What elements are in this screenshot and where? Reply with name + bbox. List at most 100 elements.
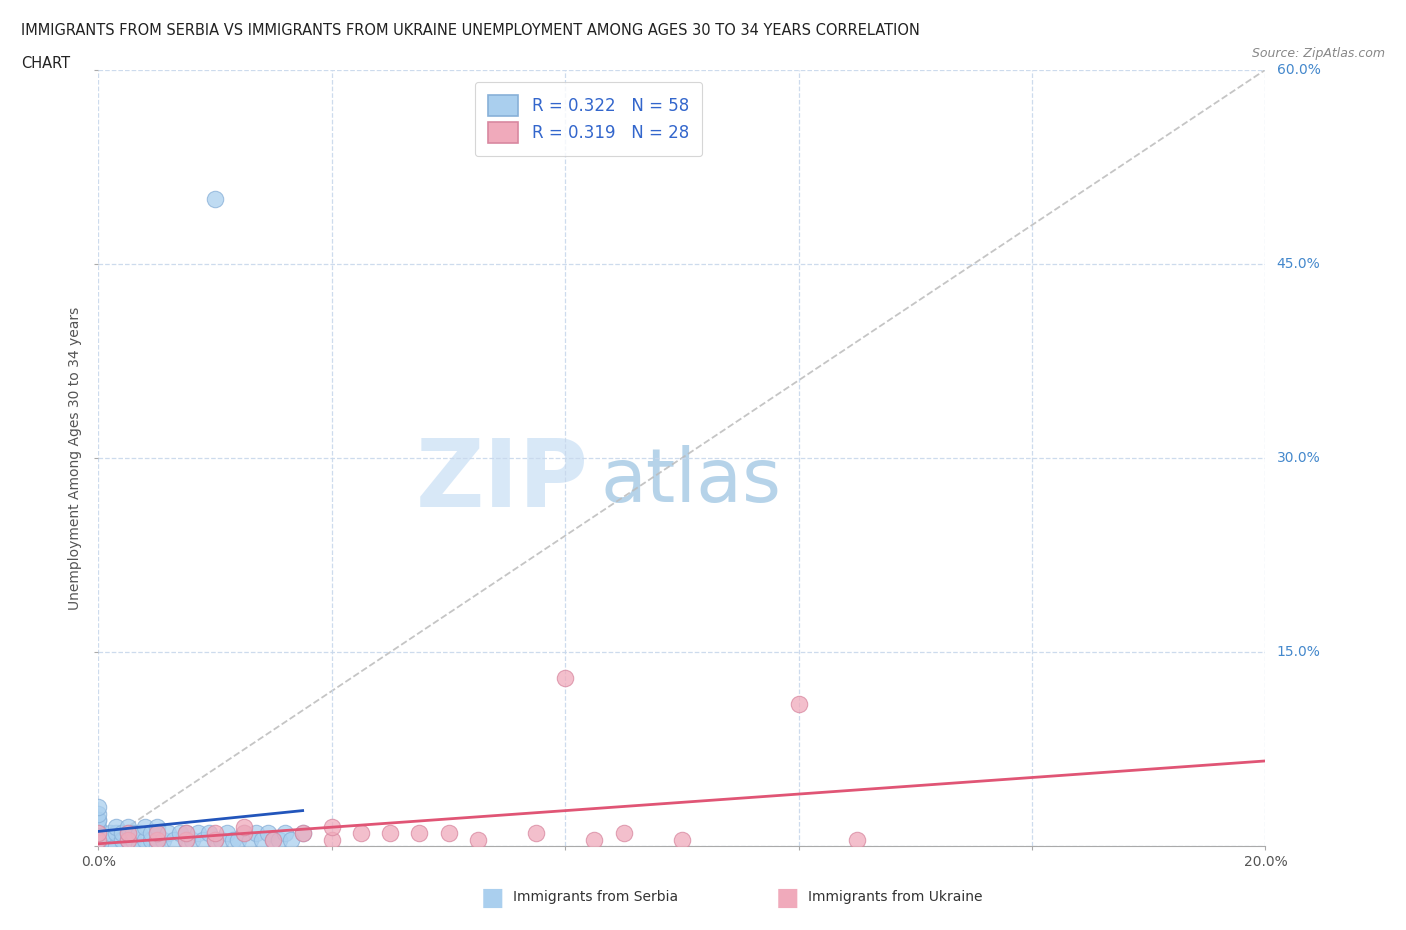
Point	[524, 826, 547, 841]
Point	[87, 826, 110, 841]
Point	[209, 832, 232, 847]
Point	[111, 832, 134, 847]
Legend: R = 0.322   N = 58, R = 0.319   N = 28: R = 0.322 N = 58, R = 0.319 N = 28	[475, 82, 702, 156]
Point	[87, 826, 110, 841]
Point	[262, 832, 284, 847]
Point	[174, 832, 197, 847]
Point	[146, 819, 169, 834]
Point	[250, 832, 273, 847]
Point	[228, 832, 250, 847]
Point	[128, 826, 150, 841]
Point	[787, 697, 810, 711]
Point	[291, 826, 314, 841]
Point	[134, 819, 156, 834]
Point	[204, 826, 226, 841]
Point	[174, 826, 197, 841]
Point	[163, 832, 186, 847]
Text: 60.0%: 60.0%	[1277, 62, 1320, 77]
Text: Source: ZipAtlas.com: Source: ZipAtlas.com	[1251, 46, 1385, 60]
Point	[204, 832, 226, 847]
Point	[87, 826, 110, 841]
Point	[146, 832, 169, 847]
Point	[146, 832, 169, 847]
Text: Immigrants from Serbia: Immigrants from Serbia	[513, 890, 678, 905]
Point	[139, 826, 162, 841]
Point	[122, 826, 145, 841]
Text: IMMIGRANTS FROM SERBIA VS IMMIGRANTS FROM UKRAINE UNEMPLOYMENT AMONG AGES 30 TO : IMMIGRANTS FROM SERBIA VS IMMIGRANTS FRO…	[21, 23, 920, 38]
Point	[274, 826, 297, 841]
Point	[87, 819, 110, 834]
Point	[321, 832, 343, 847]
Point	[193, 832, 215, 847]
Point	[262, 832, 284, 847]
Point	[87, 832, 110, 847]
Point	[221, 832, 243, 847]
Point	[134, 832, 156, 847]
Point	[117, 832, 139, 847]
Point	[157, 826, 180, 841]
Point	[87, 832, 110, 847]
Point	[321, 819, 343, 834]
Point	[117, 819, 139, 834]
Point	[245, 826, 267, 841]
Text: 30.0%: 30.0%	[1277, 451, 1320, 465]
Point	[117, 826, 139, 841]
Point	[174, 826, 197, 841]
Point	[233, 826, 256, 841]
Point	[280, 832, 302, 847]
Point	[87, 839, 110, 854]
Point	[256, 826, 278, 841]
Point	[169, 826, 191, 841]
Point	[104, 819, 127, 834]
Point	[204, 832, 226, 847]
Point	[117, 832, 139, 847]
Text: 15.0%: 15.0%	[1277, 645, 1320, 659]
Point	[554, 671, 576, 685]
Text: Immigrants from Ukraine: Immigrants from Ukraine	[808, 890, 983, 905]
Point	[122, 832, 145, 847]
Point	[233, 819, 256, 834]
Point	[215, 826, 238, 841]
Point	[583, 832, 606, 847]
Point	[104, 839, 127, 854]
Point	[146, 826, 169, 841]
Point	[87, 800, 110, 815]
Point	[174, 832, 197, 847]
Point	[111, 826, 134, 841]
Text: ■: ■	[776, 885, 799, 910]
Y-axis label: Unemployment Among Ages 30 to 34 years: Unemployment Among Ages 30 to 34 years	[69, 306, 83, 610]
Point	[437, 826, 460, 841]
Point	[612, 826, 634, 841]
Point	[291, 826, 314, 841]
Point	[378, 826, 402, 841]
Text: 45.0%: 45.0%	[1277, 257, 1320, 271]
Point	[117, 826, 139, 841]
Point	[87, 813, 110, 828]
Point	[98, 826, 121, 841]
Text: ■: ■	[481, 885, 503, 910]
Point	[152, 832, 174, 847]
Point	[467, 832, 489, 847]
Point	[233, 826, 256, 841]
Point	[146, 826, 169, 841]
Text: CHART: CHART	[21, 56, 70, 71]
Point	[204, 192, 226, 206]
Point	[146, 839, 169, 854]
Text: atlas: atlas	[600, 445, 782, 518]
Point	[269, 832, 291, 847]
Point	[128, 839, 150, 854]
Point	[408, 826, 430, 841]
Point	[187, 826, 209, 841]
Point	[350, 826, 373, 841]
Text: ZIP: ZIP	[416, 435, 589, 527]
Point	[139, 832, 162, 847]
Point	[87, 806, 110, 821]
Point	[845, 832, 868, 847]
Point	[198, 826, 221, 841]
Point	[180, 832, 202, 847]
Point	[671, 832, 693, 847]
Point	[87, 832, 110, 847]
Point	[239, 832, 262, 847]
Point	[98, 832, 121, 847]
Point	[104, 826, 127, 841]
